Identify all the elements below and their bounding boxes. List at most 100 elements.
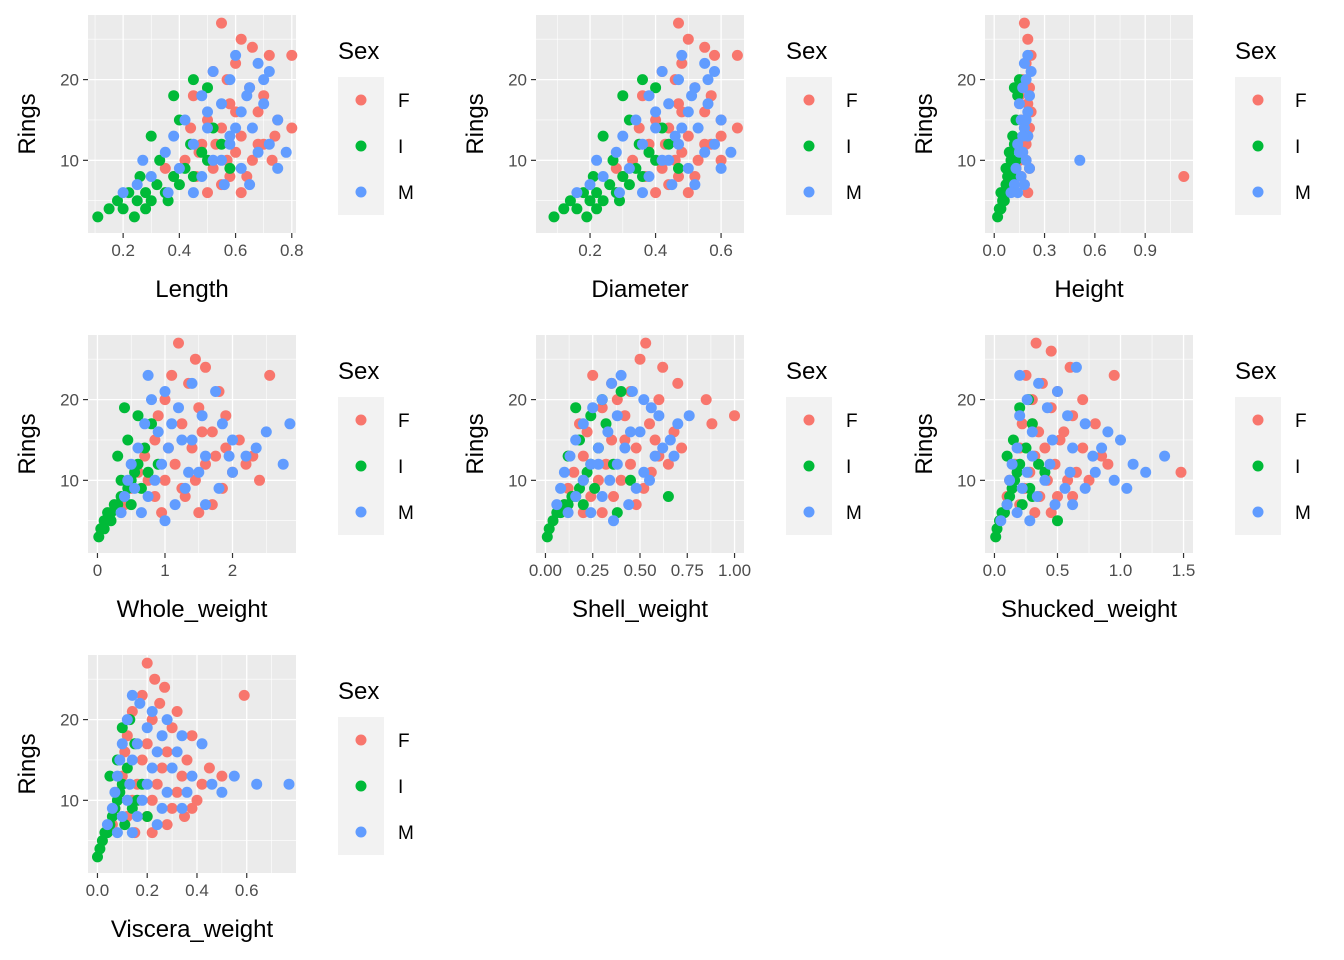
legend-label: F <box>398 91 410 112</box>
facet-panel-height: 0.0 0.3 0.6 0.9 10 20 Height Rings Sex F I M <box>911 15 1311 303</box>
scatter-point-m <box>258 98 270 110</box>
scatter-points <box>92 657 295 863</box>
x-tick-label: 2 <box>228 561 237 580</box>
scatter-point-m <box>1020 114 1032 126</box>
scatter-point-i <box>131 195 143 207</box>
scatter-point-i <box>168 171 180 182</box>
scatter-point-m <box>216 786 228 798</box>
y-tick-label: 20 <box>60 71 79 90</box>
scatter-point-f <box>676 57 688 69</box>
scatter-point-i <box>623 179 635 191</box>
scatter-point-m <box>1021 466 1033 478</box>
scatter-point-m <box>653 410 665 422</box>
scatter-point-i <box>548 211 560 223</box>
legend-key-i <box>1252 140 1264 152</box>
legend: Sex F I M <box>338 38 414 215</box>
x-tick-label: 0.6 <box>224 241 248 260</box>
scatter-point-m <box>240 450 252 462</box>
scatter-point-m <box>1067 442 1079 454</box>
scatter-points <box>541 337 740 543</box>
legend-key-f <box>355 94 367 106</box>
scatter-point-m <box>1004 474 1016 486</box>
scatter-point-m <box>141 722 153 734</box>
scatter-point-m <box>1024 515 1036 527</box>
scatter-point-m <box>137 154 149 166</box>
scatter-point-m <box>614 187 625 199</box>
scatter-point-f <box>269 130 281 142</box>
facet-panel-diameter: 0.2 0.4 0.6 10 20 Diameter Rings Sex F I M <box>462 15 862 303</box>
scatter-point-m <box>1033 377 1045 389</box>
scatter-point-m <box>610 146 622 158</box>
scatter-point-m <box>124 778 136 790</box>
x-tick-label: 0.6 <box>235 881 259 900</box>
scatter-point-m <box>1025 66 1037 77</box>
scatter-point-i <box>1007 130 1019 142</box>
scatter-point-m <box>1018 179 1030 191</box>
scatter-point-f <box>161 746 173 758</box>
scatter-point-m <box>1006 458 1018 470</box>
legend-key-m <box>803 506 815 518</box>
legend-label: M <box>398 183 414 204</box>
scatter-point-m <box>134 697 146 709</box>
scatter-point-m <box>683 410 695 422</box>
scatter-point-f <box>252 106 264 118</box>
scatter-point-m <box>637 187 648 199</box>
scatter-point-m <box>207 66 219 77</box>
scatter-point-m <box>1096 442 1108 454</box>
scatter-point-f <box>141 738 153 750</box>
x-tick-label: 0.2 <box>135 881 159 900</box>
x-tick-label: 0.6 <box>1083 241 1107 260</box>
scatter-point-m <box>615 369 627 381</box>
legend-key-f <box>803 94 815 106</box>
scatter-point-m <box>179 482 191 494</box>
scatter-point-i <box>1014 402 1026 414</box>
legend-key-m <box>1252 506 1264 518</box>
scatter-point-m <box>1067 499 1079 511</box>
x-tick-label: 0.0 <box>982 241 1006 260</box>
scatter-point-m <box>1049 499 1061 511</box>
legend-title: Sex <box>1235 38 1276 65</box>
scatter-point-m <box>1011 507 1023 519</box>
scatter-point-i <box>998 195 1010 207</box>
scatter-point-m <box>1070 361 1082 373</box>
scatter-point-m <box>1005 187 1017 199</box>
scatter-point-m <box>202 122 213 134</box>
scatter-point-i <box>1016 499 1028 511</box>
scatter-point-m <box>224 138 236 150</box>
scatter-point-i <box>162 195 174 207</box>
facet-panel-shell-weight: 0.00 0.25 0.50 0.75 1.00 10 20 Shell_weight Ring… <box>462 335 862 623</box>
scatter-point-f <box>286 49 298 61</box>
scatter-point-i <box>581 211 593 223</box>
scatter-point-f <box>1096 450 1108 462</box>
scatter-point-m <box>709 66 720 77</box>
scatter-point-m <box>1017 82 1029 94</box>
scatter-point-i <box>142 466 154 478</box>
scatter-point-i <box>216 138 227 150</box>
scatter-point-m <box>235 162 247 174</box>
scatter-point-i <box>1033 458 1045 470</box>
legend-key-m <box>1252 186 1264 198</box>
scatter-point-m <box>551 499 563 511</box>
legend-label: F <box>398 731 410 752</box>
scatter-point-i <box>145 195 157 207</box>
scatter-point-m <box>250 442 262 454</box>
scatter-point-i <box>105 515 117 527</box>
scatter-point-f <box>608 491 619 502</box>
scatter-point-m <box>1021 394 1033 406</box>
scatter-point-i <box>140 203 152 215</box>
scatter-point-m <box>1044 458 1056 470</box>
scatter-point-i <box>121 762 133 774</box>
scatter-point-f <box>230 57 242 69</box>
scatter-point-m <box>1108 474 1120 486</box>
scatter-point-m <box>623 499 635 511</box>
y-axis-title: Rings <box>14 93 41 154</box>
scatter-point-i <box>584 195 596 207</box>
scatter-point-f <box>568 466 580 478</box>
scatter-point-f <box>619 434 631 446</box>
scatter-point-m <box>216 154 227 166</box>
scatter-point-m <box>1062 410 1074 422</box>
x-axis-title: Shucked_weight <box>1001 596 1177 623</box>
scatter-point-i <box>92 211 104 223</box>
scatter-point-i <box>1052 515 1063 527</box>
